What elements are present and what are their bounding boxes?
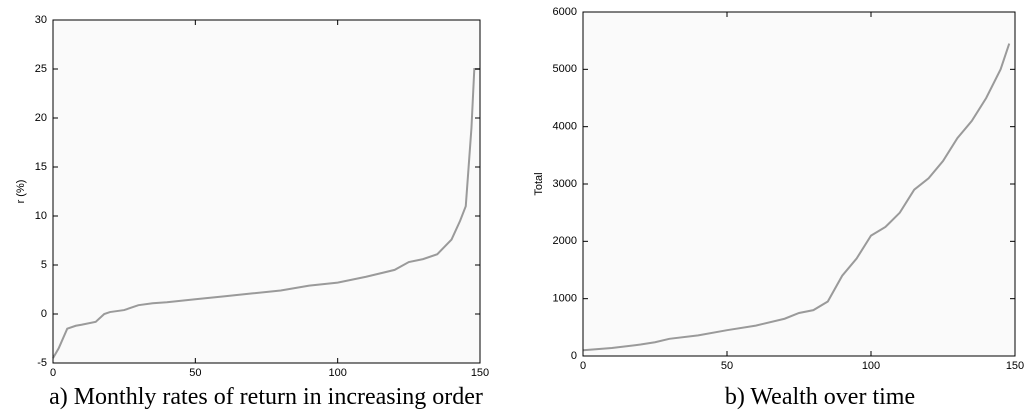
- y-tick-label: 5: [41, 259, 47, 271]
- axes-box: [52, 19, 481, 364]
- y-tick-label: 1000: [553, 293, 577, 305]
- y-tick-label: 6000: [553, 6, 577, 18]
- x-tick-label: 50: [189, 367, 201, 379]
- x-tick-label: 100: [328, 367, 346, 379]
- x-tick-label: 150: [1006, 360, 1024, 372]
- y-tick-label: 2000: [553, 235, 577, 247]
- y-tick-label: 4000: [553, 121, 577, 133]
- y-tick-label: 15: [35, 161, 47, 173]
- x-tick-label: 50: [721, 360, 733, 372]
- y-tick-label: 0: [571, 350, 577, 362]
- x-tick-label: 100: [862, 360, 880, 372]
- x-tick-label: 0: [50, 367, 56, 379]
- y-tick-label: 10: [35, 210, 47, 222]
- plot-area: [53, 20, 480, 363]
- y-tick-label: -5: [37, 357, 47, 369]
- y-tick-label: 3000: [553, 178, 577, 190]
- y-tick-label: 20: [35, 112, 47, 124]
- caption: a) Monthly rates of return in increasing…: [49, 384, 483, 410]
- plot-area: [583, 12, 1015, 356]
- caption: b) Wealth over time: [725, 384, 915, 410]
- x-tick-label: 150: [471, 367, 489, 379]
- y-tick-label: 30: [35, 14, 47, 26]
- y-tick-label: 0: [41, 308, 47, 320]
- y-tick-label: 25: [35, 63, 47, 75]
- data-line: [582, 43, 1011, 352]
- x-tick-label: 0: [580, 360, 586, 372]
- data-line: [52, 68, 480, 359]
- y-axis-label: r (%): [15, 180, 27, 204]
- y-tick-label: 5000: [553, 63, 577, 75]
- y-axis-label: Total: [533, 172, 545, 195]
